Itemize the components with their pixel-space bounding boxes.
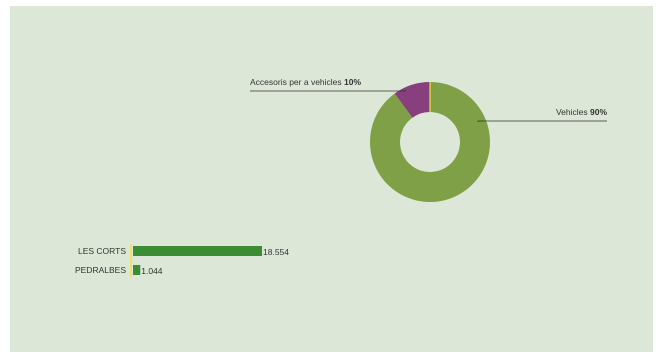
bar-0 [133, 246, 262, 256]
slice-label-1: Accesoris per a vehicles 10% [250, 77, 361, 87]
donut-labels: Vehicles 90% Accesoris per a vehicles 10% [250, 77, 607, 122]
donut-chart [369, 82, 490, 202]
bar-chart: LES CORTS 18.554 PEDRALBES 1.044 [75, 244, 289, 277]
slice-name-0: Vehicles [556, 107, 590, 117]
bar-value-label-0: 18.554 [263, 247, 289, 257]
slice-value-1: 10% [344, 77, 361, 87]
bar-category-label-0: LES CORTS [78, 246, 126, 256]
slice-label-0: Vehicles 90% [556, 107, 607, 117]
slice-value-0: 90% [590, 107, 607, 117]
leader-line-0 [477, 120, 607, 122]
slice-name-1: Accesoris per a vehicles [250, 77, 344, 87]
bar-value-label-1: 1.044 [141, 266, 163, 276]
donut-slice-0 [369, 82, 490, 202]
bar-1 [133, 265, 141, 275]
bar-category-label-1: PEDRALBES [75, 265, 126, 275]
chart-panel [10, 6, 653, 352]
